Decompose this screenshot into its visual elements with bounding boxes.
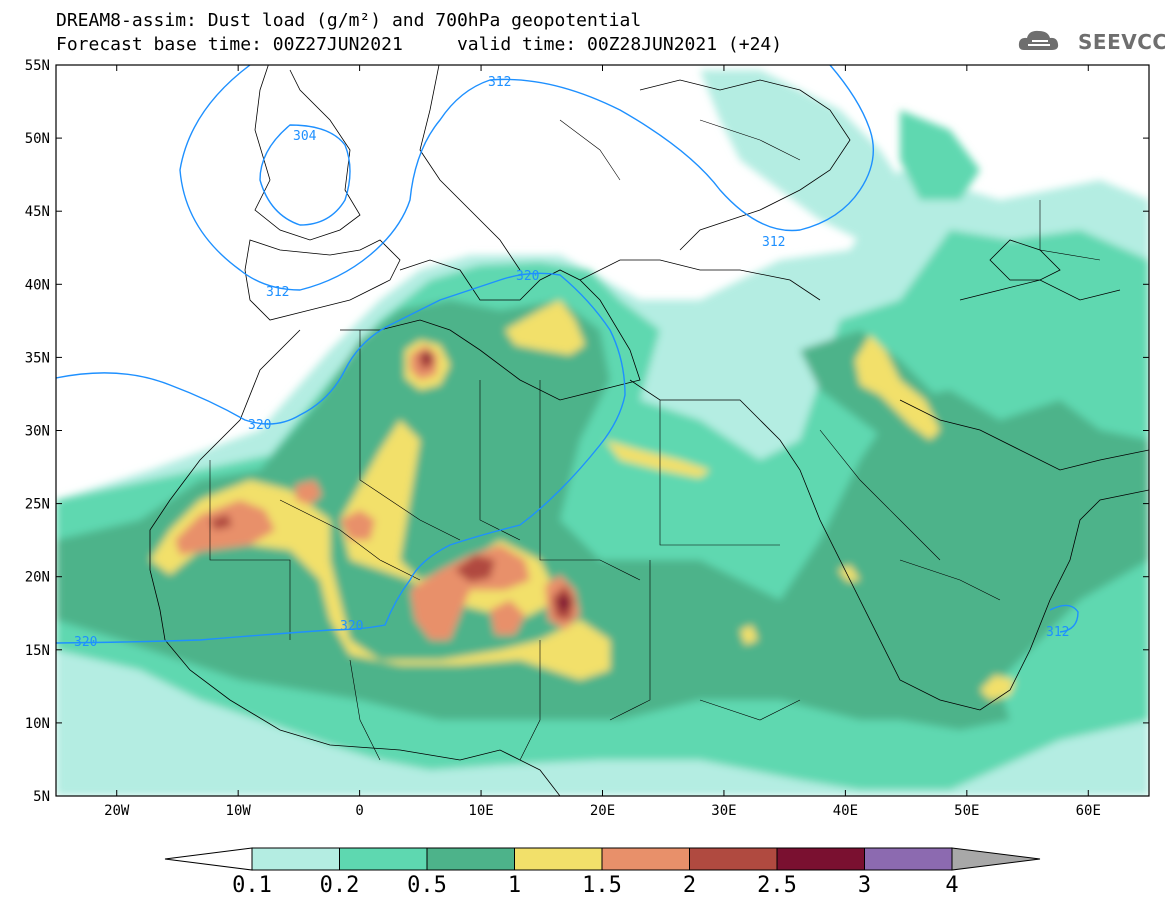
- colorbar-over-arrow: [951, 847, 1041, 871]
- lat-tick-label: 40N: [25, 277, 50, 293]
- contour-labels: 312 304 312 312 320 320 320 320 312: [74, 75, 1069, 650]
- contour-label: 320: [248, 418, 271, 433]
- borders: [209, 119, 1101, 761]
- longitude-axis: 20W 10W 0 10E 20E 30E 40E 50E 60E: [104, 65, 1101, 819]
- lon-tick-label: 60E: [1076, 803, 1101, 819]
- contour-label: 320: [516, 269, 539, 284]
- colorbar-label: 2.5: [757, 873, 797, 898]
- contour-label: 320: [74, 635, 97, 650]
- colorbar-swatch: [251, 847, 340, 871]
- colorbar-swatch: [689, 847, 778, 871]
- colorbar-label: 3: [858, 873, 871, 898]
- lon-tick-label: 20W: [104, 803, 130, 819]
- lat-tick-label: 55N: [25, 58, 50, 74]
- lon-tick-label: 10E: [468, 803, 493, 819]
- coastlines: [149, 65, 1149, 796]
- lat-tick-label: 25N: [25, 497, 50, 513]
- contour-label: 312: [1046, 625, 1069, 640]
- lon-tick-label: 20E: [590, 803, 615, 819]
- lat-tick-label: 20N: [25, 570, 50, 586]
- colorbar-label: 0.5: [407, 873, 447, 898]
- colorbar-swatch: [776, 847, 865, 871]
- contour-label: 304: [293, 129, 317, 144]
- contour-label: 320: [340, 619, 363, 634]
- lat-tick-label: 5N: [33, 789, 50, 805]
- lon-tick-label: 50E: [954, 803, 979, 819]
- contour-label: 312: [488, 75, 511, 90]
- colorbar-label: 0.2: [320, 873, 360, 898]
- dust-field: [56, 65, 1149, 796]
- colorbar-label: 1: [508, 873, 521, 898]
- colorbar-swatch: [864, 847, 953, 871]
- lon-tick-label: 30E: [711, 803, 736, 819]
- colorbar-swatch: [426, 847, 515, 871]
- lon-tick-label: 0: [355, 803, 363, 819]
- lon-tick-label: 10W: [226, 803, 252, 819]
- lat-tick-label: 45N: [25, 204, 50, 220]
- lat-tick-label: 15N: [25, 643, 50, 659]
- colorbar-label: 1.5: [582, 873, 622, 898]
- geopotential-contours: [56, 65, 1079, 644]
- contour-label: 312: [266, 285, 289, 300]
- map-title: DREAM8-assim: Dust load (g/m²) and 700hP…: [56, 10, 642, 31]
- map-subtitle-times: Forecast base time: 00Z27JUN2021 valid t…: [56, 34, 783, 55]
- contour-label: 312: [762, 235, 785, 250]
- lat-tick-label: 35N: [25, 350, 50, 366]
- colorbar-label: 2: [683, 873, 696, 898]
- lon-tick-label: 40E: [833, 803, 858, 819]
- colorbar-under-arrow: [164, 847, 253, 871]
- colorbar-label: 4: [945, 873, 958, 898]
- latitude-axis: 55N 50N 45N 40N 35N 30N 25N 20N 15N 10N 5N: [25, 58, 1149, 805]
- lat-tick-label: 30N: [25, 424, 50, 440]
- colorbar-label: 0.1: [232, 873, 272, 898]
- colorbar: 0.1 0.2 0.5 1 1.5 2 2.5 3 4: [164, 847, 1041, 898]
- lat-tick-label: 50N: [25, 131, 50, 147]
- colorbar-swatch: [339, 847, 428, 871]
- colorbar-swatch: [601, 847, 690, 871]
- colorbar-swatch: [514, 847, 603, 871]
- logo-text: SEEVCCC: [1078, 30, 1165, 54]
- cloud-logo-icon: [1018, 30, 1059, 50]
- lat-tick-label: 10N: [25, 716, 50, 732]
